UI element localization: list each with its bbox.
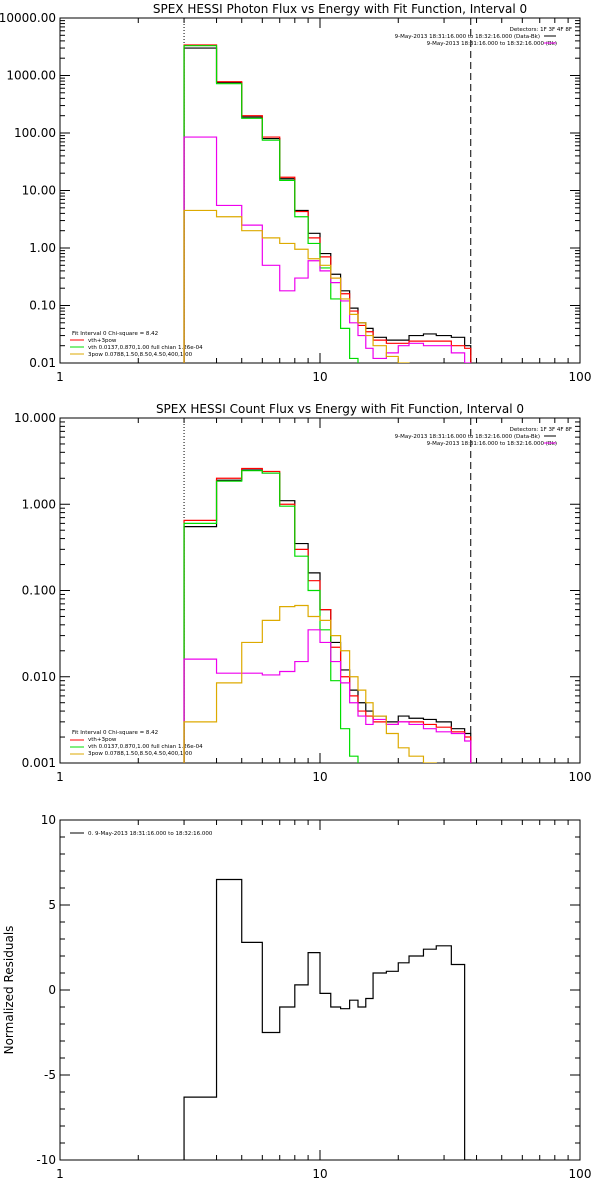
x-tick-label: 1 [56,370,64,384]
x-tick-label: 100 [569,1167,592,1181]
residuals-panel: 0. 9-May-2013 18:31:16.000 to 18:32:16.0… [2,813,591,1181]
y-tick-label: 1.00 [29,241,56,255]
y-tick-label: 10.000 [14,411,56,425]
series-line [183,470,359,763]
y-tick-label: 1.000 [22,497,56,511]
x-tick-label: 10 [312,1167,327,1181]
count-legend-fit: Fit Interval 0 Chi-square = 8.42 [72,730,158,736]
count-legend-3pow: 3pow 0.0788,1.50,8.50,4.50,400,1.00 [88,751,193,757]
x-tick-label: 1 [56,770,64,784]
photon-flux-title: SPEX HESSI Photon Flux vs Energy with Fi… [153,2,527,16]
series-line [183,45,359,363]
count-legend-vth3pow: vth+3pow [88,737,117,743]
photon-legend-bk: 9-May-2013 18:31:16.000 to 18:32:16.000 … [427,41,557,47]
y-tick-label: -5 [44,1068,56,1082]
x-tick-label: 1 [56,1167,64,1181]
y-tick-label: 10 [41,813,56,827]
photon-plot-frame [59,17,581,364]
count-legend-vth: vth 0.0137,0.870,1.00 full chian 1.26e-0… [88,744,203,750]
series-line [183,47,472,363]
photon-legend-detectors: Detectors: 1F 3F 4F 8F [510,27,572,33]
y-tick-label: 0.001 [22,756,56,770]
y-tick-label: 0.010 [22,670,56,684]
photon-flux-panel: SPEX HESSI Photon Flux vs Energy with Fi… [0,2,591,384]
y-tick-label: 0.100 [22,584,56,598]
photon-legend-fit: Fit Interval 0 Chi-square = 8.42 [72,331,158,337]
y-tick-label: -10 [36,1153,56,1167]
count-legend-detectors: Detectors: 1F 3F 4F 8F [510,427,572,433]
y-tick-label: 10.00 [22,184,56,198]
count-flux-panel: SPEX HESSI Count Flux vs Energy with Fit… [14,402,591,784]
y-tick-label: 10000.00 [0,11,56,25]
series-line [183,604,437,763]
y-tick-label: 100.00 [14,126,56,140]
photon-legend-vth3pow: vth+3pow [88,338,117,344]
x-tick-label: 10 [312,770,327,784]
count-flux-title: SPEX HESSI Count Flux vs Energy with Fit… [156,402,524,416]
series-line [183,467,472,763]
series-line [183,136,472,363]
x-tick-label: 100 [569,370,592,384]
y-tick-label: 0 [48,983,56,997]
x-tick-label: 100 [569,770,592,784]
residual-y-axis-label: Normalized Residuals [2,926,16,1055]
y-tick-label: 5 [48,898,56,912]
count-legend-bk: 9-May-2013 18:31:16.000 to 18:32:16.000 … [427,441,557,447]
series-line [183,44,472,363]
y-tick-label: 0.01 [29,356,56,370]
y-tick-label: 0.10 [29,299,56,313]
photon-legend-3pow: 3pow 0.0788,1.50,8.50,4.50,400,1.00 [88,352,193,358]
photon-legend-data-bk: 9-May-2013 18:31:16.000 to 18:32:16.000 … [395,34,540,40]
residual-legend: 0. 9-May-2013 18:31:16.000 to 18:32:16.0… [88,831,213,837]
series-line [183,629,472,763]
count-legend-data-bk: 9-May-2013 18:31:16.000 to 18:32:16.000 … [395,434,540,440]
series-line [183,878,472,1160]
series-line [183,469,472,763]
series-line [183,209,410,363]
y-tick-label: 1000.00 [6,69,56,83]
x-tick-label: 10 [312,370,327,384]
photon-legend-vth: vth 0.0137,0.870,1.00 full chian 1.26e-0… [88,345,203,351]
